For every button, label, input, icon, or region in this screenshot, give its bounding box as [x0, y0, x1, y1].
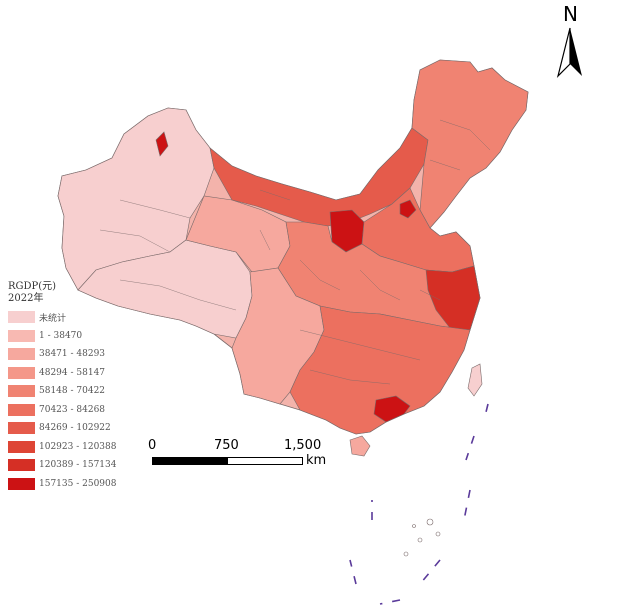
scale-bar: 0 750 1,500 km: [148, 438, 330, 472]
legend-label: 1 - 38470: [39, 330, 83, 341]
region-pearl-delta: [373, 395, 411, 423]
legend-item: 38471 - 48293: [8, 345, 148, 364]
legend-label: 38471 - 48293: [39, 349, 106, 360]
legend-title: RGDP(元): [8, 281, 57, 292]
legend-label: 120389 - 157134: [39, 460, 117, 471]
legend-items: 未统计 1 - 38470 38471 - 48293 48294 - 58147 58…: [8, 308, 148, 493]
legend-label: 102923 - 120388: [39, 441, 117, 452]
legend-swatch: [8, 440, 35, 453]
scale-bar-graphic: [152, 457, 303, 465]
scale-unit: km: [306, 453, 327, 468]
legend-swatch: [8, 329, 35, 342]
legend-label: 70423 - 84268: [39, 404, 106, 415]
region-northeast: [411, 59, 529, 229]
legend-item: 120389 - 157134: [8, 456, 148, 475]
legend-item: 84269 - 102922: [8, 419, 148, 438]
region-taiwan: [467, 363, 483, 397]
scale-tick-750: 750: [214, 438, 239, 453]
region-beijing: [399, 199, 417, 219]
legend-label: 48294 - 58147: [39, 367, 106, 378]
legend-swatch: [8, 348, 35, 361]
legend: RGDP(元) 2022年 未统计 1 - 38470 38471 - 48293 4…: [8, 281, 148, 493]
legend-item: 157135 - 250908: [8, 475, 148, 494]
legend-item: 未统计: [8, 308, 148, 327]
legend-item: 58148 - 70422: [8, 382, 148, 401]
legend-year: 2022年: [8, 293, 44, 304]
legend-label: 84269 - 102922: [39, 423, 111, 434]
legend-swatch: [8, 385, 35, 398]
north-label: N: [563, 2, 578, 26]
region-hainan: [349, 435, 371, 457]
legend-label: 157135 - 250908: [39, 478, 117, 489]
sea-islands: [403, 518, 441, 557]
legend-label: 58148 - 70422: [39, 386, 106, 397]
internal-boundaries: [99, 119, 491, 385]
legend-item: 1 - 38470: [8, 327, 148, 346]
nine-dash-line: [349, 403, 489, 605]
legend-item: 102923 - 120388: [8, 438, 148, 457]
scale-tick-0: 0: [148, 438, 157, 453]
legend-swatch: [8, 403, 35, 416]
legend-label: 未统计: [39, 313, 67, 324]
legend-swatch: [8, 477, 35, 490]
legend-item: 70423 - 84268: [8, 401, 148, 420]
legend-swatch: [8, 366, 35, 379]
scale-tick-1500: 1,500: [284, 438, 322, 453]
legend-item: 48294 - 58147: [8, 364, 148, 383]
legend-swatch: [8, 459, 35, 472]
north-arrow-icon: [556, 27, 582, 78]
legend-swatch: [8, 311, 35, 324]
region-urumqi: [155, 131, 169, 157]
legend-swatch: [8, 422, 35, 435]
